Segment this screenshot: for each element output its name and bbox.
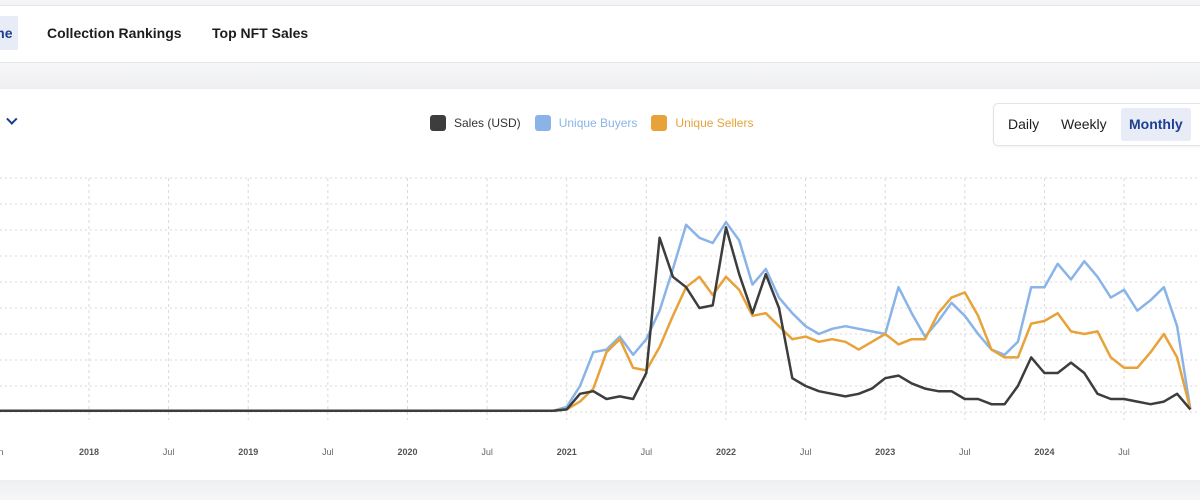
x-tick-label: 2018 — [79, 447, 99, 457]
x-tick-label: 2022 — [716, 447, 736, 457]
x-tick-label: 2019 — [238, 447, 258, 457]
series-line-sellers — [0, 275, 1192, 412]
granularity-monthly[interactable]: Monthly — [1121, 108, 1191, 141]
tab-collection-rankings[interactable]: Collection Rankings — [47, 25, 182, 41]
x-tick-label: Jul — [163, 447, 175, 457]
granularity-weekly[interactable]: Weekly — [1061, 116, 1107, 132]
chart-legend: Sales (USD) Unique Buyers Unique Sellers — [430, 115, 753, 131]
x-tick-label: Jul — [481, 447, 493, 457]
legend-item-sales[interactable]: Sales (USD) — [430, 115, 521, 131]
legend-swatch-sellers — [651, 115, 668, 131]
x-tick-label: 2024 — [1034, 447, 1054, 457]
legend-item-sellers[interactable]: Unique Sellers — [651, 115, 753, 131]
tab-top-nft-sales[interactable]: Top NFT Sales — [212, 25, 309, 41]
series-line-sales — [0, 226, 1192, 412]
top-border — [0, 0, 1200, 6]
legend-label-sales: Sales (USD) — [454, 116, 521, 130]
granularity-daily[interactable]: Daily — [1008, 116, 1040, 132]
tab-bar: Volume Collection Rankings Top NFT Sales — [0, 6, 1200, 63]
legend-swatch-buyers — [534, 115, 551, 131]
tab-volume[interactable]: Volume — [0, 16, 18, 50]
x-tick-label: Jul — [800, 447, 812, 457]
legend-swatch-sales — [430, 115, 446, 131]
tab-volume-label: Volume — [0, 25, 13, 41]
x-tick-label: 2020 — [397, 447, 417, 457]
legend-label-buyers: Unique Buyers — [558, 116, 638, 130]
granularity-toggle: Daily Weekly Monthly — [993, 103, 1200, 146]
x-tick-label: Jul — [1118, 447, 1130, 457]
x-tick-label: Jun — [0, 447, 3, 457]
section-gap — [0, 63, 1200, 88]
chart-card — [0, 88, 1200, 481]
x-tick-label: Jul — [641, 447, 653, 457]
x-tick-label: Jul — [959, 447, 971, 457]
x-tick-label: 2021 — [557, 447, 577, 457]
section-gap-bottom — [0, 480, 1200, 500]
legend-item-buyers[interactable]: Unique Buyers — [534, 115, 638, 131]
x-tick-label: 2023 — [875, 447, 895, 457]
legend-label-sellers: Unique Sellers — [675, 116, 754, 130]
x-tick-label: Jul — [322, 447, 334, 457]
